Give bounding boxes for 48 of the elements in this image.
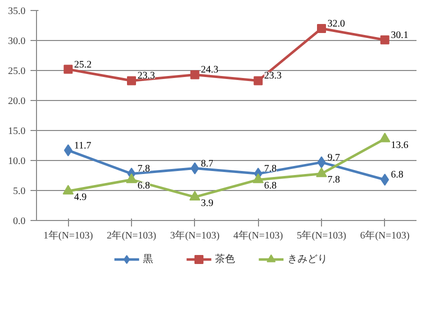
x-tick-label: 3年(N=103): [170, 230, 220, 242]
y-tick-label: 0.0: [13, 216, 26, 227]
point: [126, 173, 137, 184]
point: [127, 76, 136, 86]
point: [254, 76, 263, 86]
data-label: 8.7: [200, 158, 214, 170]
point: [190, 70, 200, 80]
y-tick-label: 20.0: [8, 96, 26, 107]
data-label: 6.8: [138, 180, 150, 192]
legend-label: 茶色: [215, 253, 236, 265]
data-label: 7.8: [138, 164, 150, 175]
data-label: 3.9: [200, 198, 214, 210]
x-tick-label: 1年(N=103): [43, 230, 93, 242]
legend-label: きみどり: [287, 254, 328, 265]
y-tick-label: 5.0: [13, 186, 26, 197]
x-tick-label: 4年(N=103): [233, 230, 283, 242]
point: [317, 156, 326, 168]
data-label: 23.3: [138, 70, 155, 82]
data-label: 4.9: [74, 192, 87, 204]
data-label: 6.8: [390, 170, 404, 181]
y-tick-label: 25.0: [8, 66, 26, 77]
y-tick-label: 35.0: [8, 6, 26, 17]
y-tick-label: 30.0: [8, 36, 26, 47]
point: [252, 173, 264, 184]
x-tick-label: 2年(N=103): [106, 230, 156, 242]
data-label: 32.0: [328, 18, 345, 30]
point: [64, 64, 73, 74]
data-label: 23.3: [264, 70, 282, 82]
legend-label: 黒: [142, 254, 153, 265]
point: [380, 35, 390, 44]
data-label: 7.8: [264, 164, 277, 175]
x-tick-label: 5年(N=103): [296, 230, 346, 242]
y-tick-label: 10.0: [8, 156, 26, 167]
data-label: 7.8: [328, 174, 340, 186]
point: [316, 167, 327, 178]
point: [317, 24, 326, 33]
data-label: 24.3: [200, 64, 218, 76]
x-tick-label: 6年(N=103): [360, 230, 410, 242]
data-label: 6.8: [264, 180, 277, 192]
y-tick-label: 15.0: [8, 126, 26, 137]
data-label: 30.1: [390, 30, 408, 41]
data-label: 9.7: [328, 152, 340, 164]
point: [189, 190, 200, 200]
point: [379, 132, 390, 142]
data-label: 13.6: [390, 140, 408, 151]
point: [62, 184, 74, 194]
data-label: 25.2: [74, 59, 92, 70]
data-label: 11.7: [74, 140, 92, 152]
